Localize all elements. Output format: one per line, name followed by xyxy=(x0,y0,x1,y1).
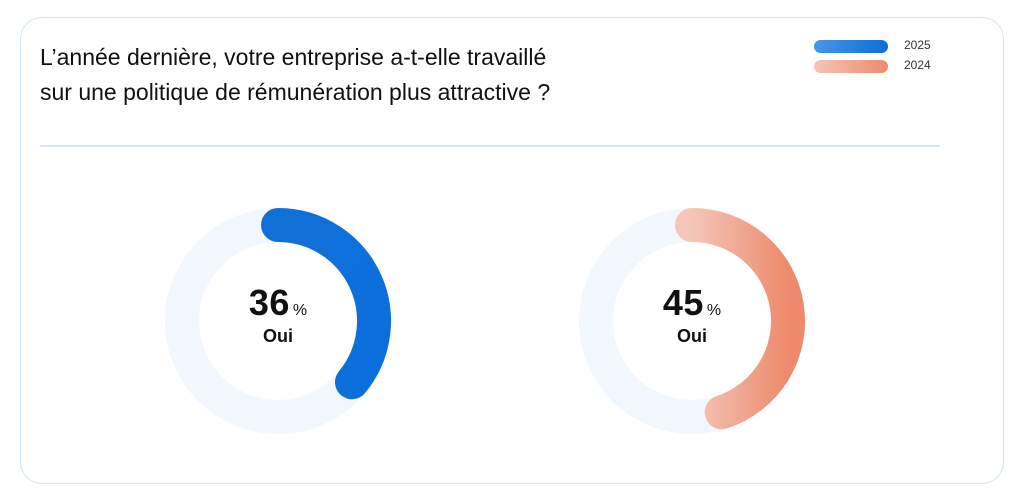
divider xyxy=(40,145,940,147)
donut-unit-2025: % xyxy=(292,302,308,319)
chart-title-line-2: sur une politique de rémunération plus a… xyxy=(40,79,551,105)
donut-unit-2024: % xyxy=(706,302,722,319)
legend-item-2024: 2024 xyxy=(814,57,944,77)
donut-center-2025: 36% Oui xyxy=(208,282,348,347)
legend: 2025 2024 xyxy=(814,37,944,77)
legend-label-2025: 2025 xyxy=(904,38,931,52)
chart-title: L’année dernière, votre entreprise a-t-e… xyxy=(40,40,740,110)
legend-item-2025: 2025 xyxy=(814,37,944,57)
legend-swatch-2025 xyxy=(814,40,888,53)
donut-answer-2024: Oui xyxy=(677,326,707,346)
legend-swatch-2024 xyxy=(814,60,888,73)
donut-value-2024: 45 xyxy=(662,282,704,323)
legend-label-2024: 2024 xyxy=(904,58,931,72)
donut-value-2025: 36 xyxy=(248,282,290,323)
donut-answer-2025: Oui xyxy=(263,326,293,346)
chart-title-line-1: L’année dernière, votre entreprise a-t-e… xyxy=(40,44,547,70)
donut-center-2024: 45% Oui xyxy=(622,282,762,347)
